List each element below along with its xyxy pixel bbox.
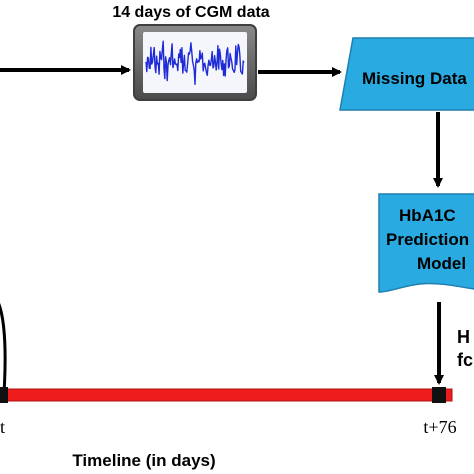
timeline-bar [0, 388, 453, 402]
timeline-start-label: t [0, 417, 5, 437]
monitor-icon [133, 24, 257, 101]
timeline-end-label: t+76 [423, 417, 456, 437]
timeline [0, 387, 453, 403]
side-label-line1: H [457, 327, 470, 347]
prediction-model-line2: Prediction [386, 230, 469, 249]
timeline-start-marker [0, 387, 8, 403]
missing-data-box: Missing Data [339, 37, 474, 111]
side-label-line2: fc [457, 350, 473, 370]
timeline-end-marker [432, 387, 446, 403]
prediction-model-box: HbA1C Prediction Model [378, 193, 474, 293]
timeline-axis-label: Timeline (in days) [72, 451, 215, 470]
cgm-label: 14 days of CGM data [112, 4, 269, 21]
start-connector-curve [0, 303, 7, 394]
prediction-model-line1: HbA1C [399, 206, 456, 225]
cgm-signal-icon [145, 40, 245, 86]
prediction-model-line3: Model [417, 254, 466, 273]
missing-data-label: Missing Data [362, 69, 467, 88]
